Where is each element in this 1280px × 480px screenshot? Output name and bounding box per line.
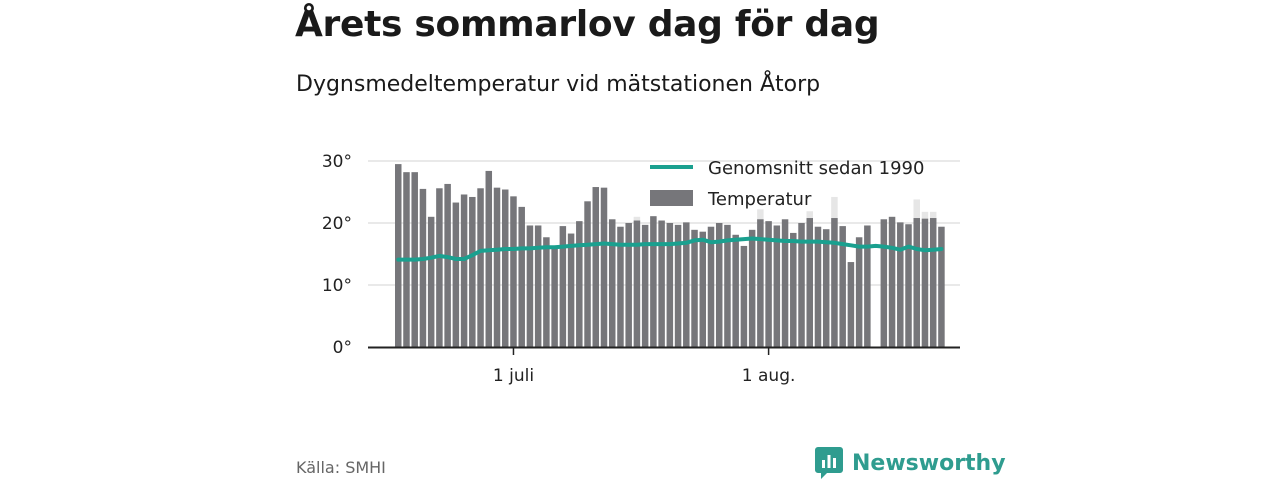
temperature-bar <box>822 229 830 347</box>
temperature-bar <box>617 226 624 347</box>
temperature-bar <box>625 223 632 347</box>
temperature-bar <box>748 229 756 347</box>
temperature-bar <box>469 196 476 347</box>
chart-title: Årets sommarlov dag för dag <box>295 4 880 45</box>
temperature-bar <box>691 229 698 347</box>
average-line-layer <box>396 236 944 262</box>
temperature-bar <box>740 245 748 347</box>
y-axis-ticks: 0° 10° 20° 30° <box>322 152 352 358</box>
temperature-bar <box>765 221 772 347</box>
temperature-bar <box>518 206 525 347</box>
y-tick-label: 30° <box>322 152 352 172</box>
brand-name: Newsworthy <box>852 450 1006 476</box>
temperature-bar <box>699 231 707 347</box>
temperature-bar <box>897 222 904 347</box>
temperature-bar <box>436 188 443 347</box>
temperature-bar <box>551 247 558 347</box>
temperature-bar <box>427 216 435 347</box>
y-tick-label: 0° <box>333 338 352 358</box>
temperature-bar <box>567 233 575 347</box>
temperature-bar <box>880 219 888 347</box>
temperature-bar <box>534 225 542 347</box>
temperature-bar <box>683 222 690 347</box>
temperature-bar <box>592 187 600 347</box>
temperature-bar <box>452 202 460 347</box>
temperature-bar <box>395 164 402 347</box>
y-tick-label: 10° <box>322 276 352 296</box>
temperature-bar <box>831 218 838 347</box>
temperature-bar <box>674 224 682 347</box>
temperature-bar <box>666 223 674 347</box>
legend: Genomsnitt sedan 1990 Temperatur <box>650 158 924 210</box>
temperature-bar <box>419 188 427 347</box>
temperature-bar <box>526 225 534 347</box>
temperature-bar <box>732 234 739 347</box>
temperature-bar <box>650 216 657 347</box>
temperature-bar <box>814 226 822 347</box>
source-note: Källa: SMHI <box>296 458 386 477</box>
chart-subtitle: Dygnsmedeltemperatur vid mätstationen Åt… <box>296 72 821 97</box>
temperature-bar <box>864 225 871 347</box>
legend-swatch-temperature-bar <box>650 190 693 206</box>
x-tick-label: 1 juli <box>493 366 534 386</box>
temperature-chart: 0° 10° 20° 30° 1 juli 1 aug. Genomsnitt seda… <box>322 152 960 386</box>
temperature-bar <box>839 226 846 347</box>
temperature-bar <box>798 223 805 347</box>
average-line <box>396 236 944 262</box>
temperature-bar <box>608 219 616 347</box>
temperature-bar <box>913 218 920 347</box>
temperature-bar <box>584 201 591 347</box>
temperature-bar <box>600 187 608 347</box>
temperature-bar <box>501 189 509 347</box>
temperature-bar <box>510 196 517 347</box>
temperature-bar <box>559 226 567 347</box>
temperature-bar <box>707 226 715 347</box>
legend-label-average: Genomsnitt sedan 1990 <box>708 158 924 179</box>
temperature-bar <box>855 237 863 347</box>
temperature-bar <box>633 220 641 347</box>
temperature-bar <box>715 223 723 347</box>
y-tick-label: 20° <box>322 214 352 234</box>
temperature-bar <box>658 220 665 347</box>
newsworthy-logo-icon <box>815 447 843 479</box>
temperature-bar <box>781 219 789 347</box>
temperature-bar <box>921 218 929 347</box>
temperature-bar <box>888 216 896 347</box>
temperature-bar <box>929 218 937 347</box>
temperature-bar <box>847 262 855 347</box>
temperature-bar <box>757 219 764 347</box>
temperature-bar <box>773 225 781 347</box>
x-tick-label: 1 aug. <box>742 366 796 386</box>
temperature-bar <box>790 232 797 347</box>
temperature-bar <box>485 170 493 347</box>
temperature-bar <box>477 188 484 347</box>
temperature-bar <box>444 183 451 347</box>
x-axis: 1 juli 1 aug. <box>368 346 960 386</box>
temperature-bar <box>724 224 731 347</box>
temperature-bar <box>938 226 945 347</box>
temperature-bar <box>493 187 501 347</box>
temperature-bar <box>460 194 468 347</box>
temperature-bar <box>806 218 813 347</box>
temperature-bar <box>543 237 550 347</box>
temperature-bar <box>641 224 649 347</box>
temperature-bar <box>905 224 912 347</box>
bars <box>395 164 945 347</box>
brand-logo: Newsworthy <box>815 447 1006 479</box>
temperature-bar <box>576 221 583 347</box>
legend-label-temperature: Temperatur <box>707 189 812 210</box>
